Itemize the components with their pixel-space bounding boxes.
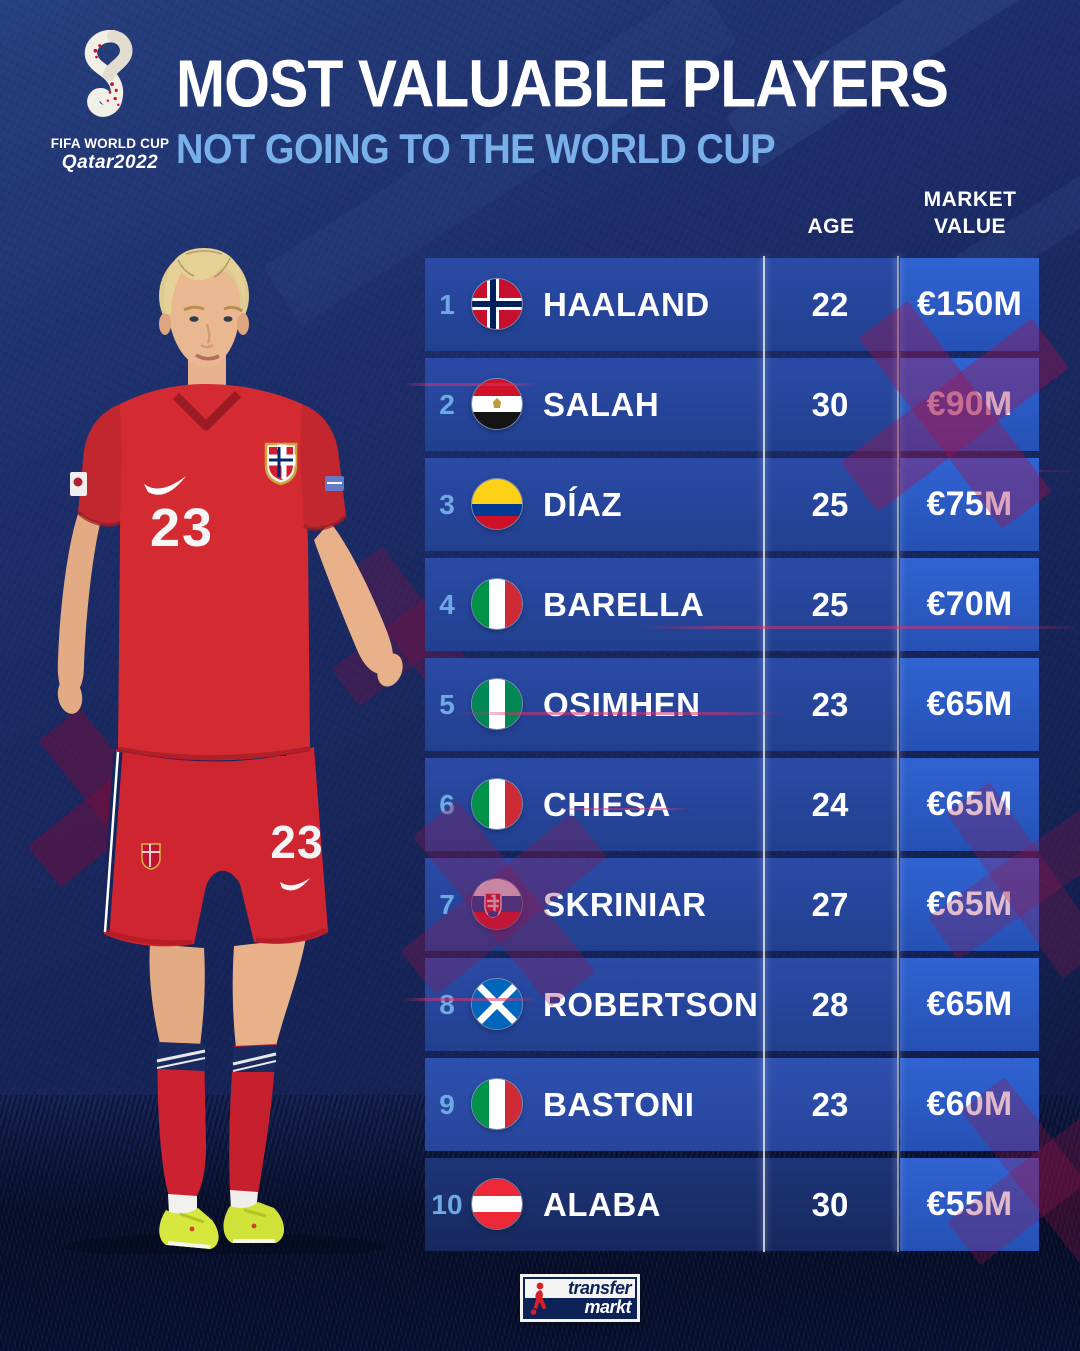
rank-label: 1 <box>439 289 455 320</box>
red-streak <box>455 712 785 715</box>
market-value: €55M <box>926 1185 1013 1223</box>
table-row: 1 HAALAND 22 €150M <box>0 258 1080 351</box>
rank-label: 3 <box>439 489 455 520</box>
row-bar: 3 DÍAZ 25 <box>425 458 897 551</box>
market-value: €70M <box>926 585 1013 623</box>
age-value: 22 <box>811 286 849 323</box>
age-value: 28 <box>811 986 849 1023</box>
table-row: 9 BASTONI 23 €60M <box>0 1058 1080 1151</box>
player-name: DÍAZ <box>543 486 622 523</box>
market-value-box: €65M <box>900 758 1039 851</box>
rank-label: 10 <box>431 1189 463 1220</box>
table-row: 10 ALABA 30 €55M <box>0 1158 1080 1251</box>
rank-label: 5 <box>439 689 455 720</box>
player-name: ALABA <box>543 1186 661 1223</box>
column-divider-line <box>897 256 899 1252</box>
market-value: €60M <box>926 1085 1013 1123</box>
rank-label: 6 <box>439 789 455 820</box>
column-divider-line <box>763 256 765 1252</box>
rank-label: 4 <box>439 589 455 620</box>
age-value: 27 <box>811 886 849 923</box>
market-value: €65M <box>926 985 1013 1023</box>
egypt-flag-icon <box>472 379 522 429</box>
row-bar: 1 HAALAND 22 <box>425 258 897 351</box>
market-value-box: €65M <box>900 658 1039 751</box>
italy-flag-icon <box>472 779 522 829</box>
player-name: ROBERTSON <box>543 986 759 1023</box>
player-name: SALAH <box>543 386 660 423</box>
transfermarkt-logo: transfer markt <box>520 1274 640 1322</box>
market-value-box: €55M <box>900 1158 1039 1251</box>
italy-flag-icon <box>472 1079 522 1129</box>
age-value: 23 <box>811 686 849 723</box>
table-row: 4 BARELLA 25 €70M <box>0 558 1080 651</box>
market-value: €65M <box>926 785 1013 823</box>
red-streak <box>640 626 1080 629</box>
rank-label: 9 <box>439 1089 455 1120</box>
player-name: HAALAND <box>543 286 710 323</box>
market-value-box: €70M <box>900 558 1039 651</box>
qatar-2022-emblem-icon <box>84 30 133 117</box>
player-name: CHIESA <box>543 786 671 823</box>
market-value: €75M <box>926 485 1013 523</box>
row-bar: 7 SKRINIAR 27 <box>425 858 897 951</box>
rank-label: 7 <box>439 889 455 920</box>
slovakia-flag-icon <box>472 879 522 929</box>
red-streak <box>402 998 537 1001</box>
market-value: €150M <box>917 285 1022 323</box>
market-value-box: €150M <box>900 258 1039 351</box>
transfermarkt-player-icon <box>530 1282 547 1315</box>
table-row: 2 SALAH 30 €90M <box>0 358 1080 451</box>
italy-flag-icon <box>472 579 522 629</box>
market-value: €65M <box>926 885 1013 923</box>
age-value: 23 <box>811 1086 849 1123</box>
player-name: SKRINIAR <box>543 886 707 923</box>
market-value-box: €90M <box>900 358 1039 451</box>
market-value-column-header: MARKET VALUE <box>923 188 1017 238</box>
table-row: 6 CHIESA 24 €65M <box>0 758 1080 851</box>
age-column-header: AGE <box>807 215 855 238</box>
player-name: BASTONI <box>543 1086 695 1123</box>
age-value: 25 <box>811 486 849 523</box>
row-bar: 2 SALAH 30 <box>425 358 897 451</box>
row-bar: 9 BASTONI 23 <box>425 1058 897 1151</box>
colombia-flag-icon <box>472 479 522 529</box>
page-subtitle: NOT GOING TO THE WORLD CUP <box>176 126 776 173</box>
table-row: 7 SKRINIAR 27 €65M <box>0 858 1080 951</box>
scotland-flag-icon <box>472 979 522 1029</box>
rank-label: 8 <box>439 989 455 1020</box>
row-bar: 4 BARELLA 25 <box>425 558 897 651</box>
norway-flag-icon <box>472 279 522 329</box>
age-value: 24 <box>811 786 849 823</box>
age-value: 30 <box>811 1186 849 1223</box>
qatar-2022-text: Qatar2022 <box>61 152 159 173</box>
fifa-logo-text: FIFA WORLD CUP <box>50 136 170 151</box>
market-value: €90M <box>926 385 1013 423</box>
market-value-box: €65M <box>900 858 1039 951</box>
market-value-box: €75M <box>900 458 1039 551</box>
fifa-world-cup-logo: FIFA WORLD CUP Qatar2022 <box>45 30 175 174</box>
page-title: MOST VALUABLE PLAYERS <box>176 47 949 122</box>
row-bar: 5 OSIMHEN 23 <box>425 658 897 751</box>
rank-label: 2 <box>439 389 455 420</box>
red-streak <box>402 383 537 386</box>
market-value: €65M <box>926 685 1013 723</box>
row-bar: 6 CHIESA 24 <box>425 758 897 851</box>
table-row: 5 OSIMHEN 23 €65M <box>0 658 1080 751</box>
market-value-box: €60M <box>900 1058 1039 1151</box>
player-name: OSIMHEN <box>543 686 701 723</box>
row-bar: 10 ALABA 30 <box>425 1158 897 1251</box>
austria-flag-icon <box>472 1179 522 1229</box>
table-row: 3 DÍAZ 25 €75M <box>0 458 1080 551</box>
market-value-box: €65M <box>900 958 1039 1051</box>
nigeria-flag-icon <box>472 679 522 729</box>
age-value: 25 <box>811 586 849 623</box>
player-name: BARELLA <box>543 586 705 623</box>
row-bar: 8 ROBERTSON 28 <box>425 958 897 1051</box>
age-value: 30 <box>811 386 849 423</box>
red-streak <box>556 808 691 810</box>
table-row: 8 ROBERTSON 28 €65M <box>0 958 1080 1051</box>
